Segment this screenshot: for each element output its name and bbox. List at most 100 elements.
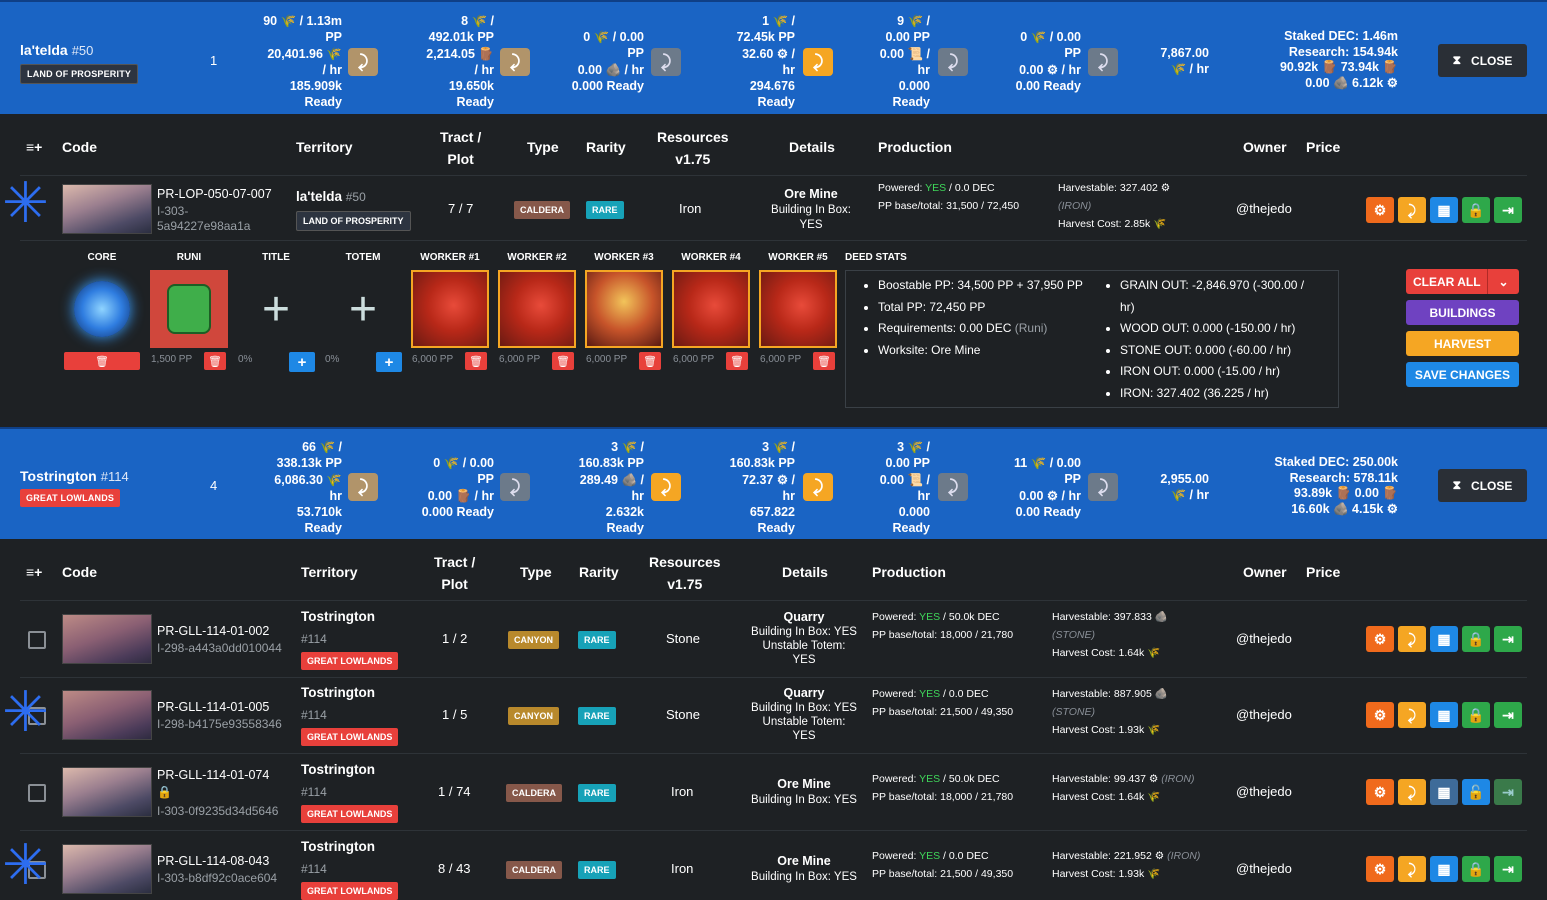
plot-code[interactable]: PR-GLL-114-01-074 bbox=[157, 768, 270, 782]
table-row[interactable]: ✳ PR-LOP-050-07-007 I-303- 5a94227e98aa1… bbox=[0, 171, 1547, 241]
worker-3-slot[interactable] bbox=[585, 270, 663, 348]
type-badge: CALDERA bbox=[506, 784, 562, 802]
harvest-stone-button[interactable]: ⤸ bbox=[651, 473, 681, 501]
row-checkbox[interactable] bbox=[28, 861, 46, 879]
owner[interactable]: @thejedo bbox=[1236, 201, 1292, 216]
owner[interactable]: @thejedo bbox=[1236, 784, 1292, 799]
close-button[interactable]: ⧗ CLOSE bbox=[1438, 469, 1527, 502]
settings-gear-icon[interactable]: ⚙ bbox=[1366, 702, 1394, 728]
harvest-sickle-icon[interactable]: ⤸ bbox=[1398, 856, 1426, 882]
harvest-button[interactable]: HARVEST bbox=[1406, 331, 1519, 356]
row-checkbox[interactable] bbox=[28, 707, 46, 725]
owner[interactable]: @thejedo bbox=[1236, 707, 1292, 722]
worker-4-slot[interactable] bbox=[672, 270, 750, 348]
transfer-icon[interactable]: ⇥ bbox=[1494, 856, 1522, 882]
market-store-icon[interactable]: ▦ bbox=[1430, 702, 1458, 728]
selected-asterisk-icon[interactable]: ✳ bbox=[2, 833, 49, 896]
buildings-button[interactable]: BUILDINGS bbox=[1406, 300, 1519, 325]
plot-code[interactable]: PR-GLL-114-01-002 bbox=[157, 624, 270, 638]
harvest-aura-button[interactable]: ⤸ bbox=[1088, 48, 1118, 76]
harvest-iron-button[interactable]: ⤸ bbox=[803, 473, 833, 501]
settings-gear-icon[interactable]: ⚙ bbox=[1366, 856, 1394, 882]
transfer-icon[interactable]: ⇥ bbox=[1494, 702, 1522, 728]
row-checkbox[interactable] bbox=[28, 784, 46, 802]
harvest-sickle-icon[interactable]: ⤸ bbox=[1398, 702, 1426, 728]
add-title-button[interactable]: + bbox=[289, 352, 315, 372]
save-changes-button[interactable]: SAVE CHANGES bbox=[1406, 362, 1519, 387]
table-row[interactable]: PR-GLL-114-01-074 🔒 I-303-0f9235d34d5646… bbox=[0, 754, 1547, 831]
settings-gear-icon[interactable]: ⚙ bbox=[1366, 779, 1394, 805]
add-totem-plus-icon[interactable]: + bbox=[348, 282, 378, 336]
selected-asterisk-icon[interactable]: ✳ bbox=[2, 680, 49, 743]
plot-code[interactable]: PR-GLL-114-01-005 bbox=[157, 700, 270, 714]
add-title-plus-icon[interactable]: + bbox=[261, 282, 291, 336]
core-slot[interactable] bbox=[63, 270, 141, 348]
unlock-icon[interactable]: 🔓 bbox=[1462, 779, 1490, 805]
deed-count: 1 bbox=[210, 53, 218, 68]
harvest-grain-button[interactable]: ⤸ bbox=[348, 48, 378, 76]
row-checkbox[interactable] bbox=[28, 631, 46, 649]
market-store-icon[interactable]: ▦ bbox=[1430, 779, 1458, 805]
remove-core-button[interactable]: 🗑 bbox=[64, 352, 140, 370]
region-badge: GREAT LOWLANDS bbox=[301, 728, 399, 746]
harvest-sickle-icon[interactable]: ⤸ bbox=[1398, 197, 1426, 223]
plot-code[interactable]: PR-GLL-114-08-043 bbox=[157, 854, 270, 868]
table-row[interactable]: ✳ PR-GLL-114-01-005 I-298-b4175e93558346… bbox=[0, 678, 1547, 754]
market-store-icon[interactable]: ▦ bbox=[1430, 856, 1458, 882]
harvest-research-button[interactable]: ⤸ bbox=[938, 473, 968, 501]
remove-worker-5-button[interactable]: 🗑 bbox=[813, 352, 835, 370]
lock-icon[interactable]: 🔒 bbox=[1462, 702, 1490, 728]
remove-worker-3-button[interactable]: 🗑 bbox=[639, 352, 661, 370]
row-actions: ⚙ ⤸ ▦ 🔒 ⇥ bbox=[1366, 702, 1522, 728]
owner[interactable]: @thejedo bbox=[1236, 861, 1292, 876]
remove-runi-button[interactable]: 🗑 bbox=[204, 352, 226, 370]
grain-summary: 90 🌾 / 1.13m PP 20,401.96 🌾 / hr 185.909k Rea… bbox=[263, 14, 342, 110]
lock-icon[interactable]: 🔒 bbox=[1462, 197, 1490, 223]
wood-summary: 8 🌾 /492.01k PP 2,214.05 🪵 / hr 19.650k Read… bbox=[426, 14, 494, 110]
plot-code[interactable]: PR-LOP-050-07-007 bbox=[157, 187, 272, 201]
row-actions: ⚙ ⤸ ▦ 🔒 ⇥ bbox=[1366, 626, 1522, 652]
table-row[interactable]: ✳ PR-GLL-114-08-043 I-303-b8df92c0ace604… bbox=[0, 831, 1547, 900]
locked-icon: 🔒 bbox=[157, 785, 172, 799]
harvest-aura-button[interactable]: ⤸ bbox=[1088, 473, 1118, 501]
tract-plot: 7 / 7 bbox=[448, 201, 474, 216]
filter-icon[interactable]: ≡+ bbox=[26, 139, 43, 155]
harvest-wood-button[interactable]: ⤸ bbox=[500, 48, 530, 76]
chevron-down-icon[interactable]: ⌄ bbox=[1487, 269, 1519, 294]
remove-worker-1-button[interactable]: 🗑 bbox=[465, 352, 487, 370]
harvest-stone-button[interactable]: ⤸ bbox=[651, 48, 681, 76]
harvest-wood-button[interactable]: ⤸ bbox=[500, 473, 530, 501]
worker-5-slot[interactable] bbox=[759, 270, 837, 348]
selected-asterisk-icon[interactable]: ✳ bbox=[2, 171, 49, 234]
transfer-icon[interactable]: ⇥ bbox=[1494, 197, 1522, 223]
settings-gear-icon[interactable]: ⚙ bbox=[1366, 626, 1394, 652]
market-store-icon[interactable]: ▦ bbox=[1430, 197, 1458, 223]
worker-1-slot[interactable] bbox=[411, 270, 489, 348]
remove-worker-4-button[interactable]: 🗑 bbox=[726, 352, 748, 370]
table-row[interactable]: PR-GLL-114-01-002 I-298-a443a0dd010044 T… bbox=[0, 601, 1547, 678]
harvest-sickle-icon[interactable]: ⤸ bbox=[1398, 626, 1426, 652]
close-button[interactable]: ⧗ CLOSE bbox=[1438, 44, 1527, 77]
remove-worker-2-button[interactable]: 🗑 bbox=[552, 352, 574, 370]
clear-all-button[interactable]: CLEAR ALL ⌄ bbox=[1406, 269, 1519, 294]
lock-icon[interactable]: 🔒 bbox=[1462, 856, 1490, 882]
settings-gear-icon[interactable]: ⚙ bbox=[1366, 197, 1394, 223]
transfer-icon[interactable]: ⇥ bbox=[1494, 779, 1522, 805]
runi-character-icon bbox=[167, 284, 211, 334]
filter-icon[interactable]: ≡+ bbox=[26, 564, 43, 580]
runi-slot[interactable] bbox=[150, 270, 228, 348]
rarity-badge: RARE bbox=[586, 201, 624, 219]
owner[interactable]: @thejedo bbox=[1236, 631, 1292, 646]
add-totem-button[interactable]: + bbox=[376, 352, 402, 372]
collapse-icon: ⧗ bbox=[1452, 478, 1462, 492]
transfer-icon[interactable]: ⇥ bbox=[1494, 626, 1522, 652]
worker-2-slot[interactable] bbox=[498, 270, 576, 348]
harvest-research-button[interactable]: ⤸ bbox=[938, 48, 968, 76]
aura-summary: 0 🌾 / 0.00 PP 0.00 ⚙ / hr 0.00 Ready bbox=[1015, 30, 1081, 93]
harvest-sickle-icon[interactable]: ⤸ bbox=[1398, 779, 1426, 805]
market-store-icon[interactable]: ▦ bbox=[1430, 626, 1458, 652]
lock-icon[interactable]: 🔒 bbox=[1462, 626, 1490, 652]
harvest-iron-button[interactable]: ⤸ bbox=[803, 48, 833, 76]
deed-count: 4 bbox=[210, 478, 218, 493]
harvest-grain-button[interactable]: ⤸ bbox=[348, 473, 378, 501]
